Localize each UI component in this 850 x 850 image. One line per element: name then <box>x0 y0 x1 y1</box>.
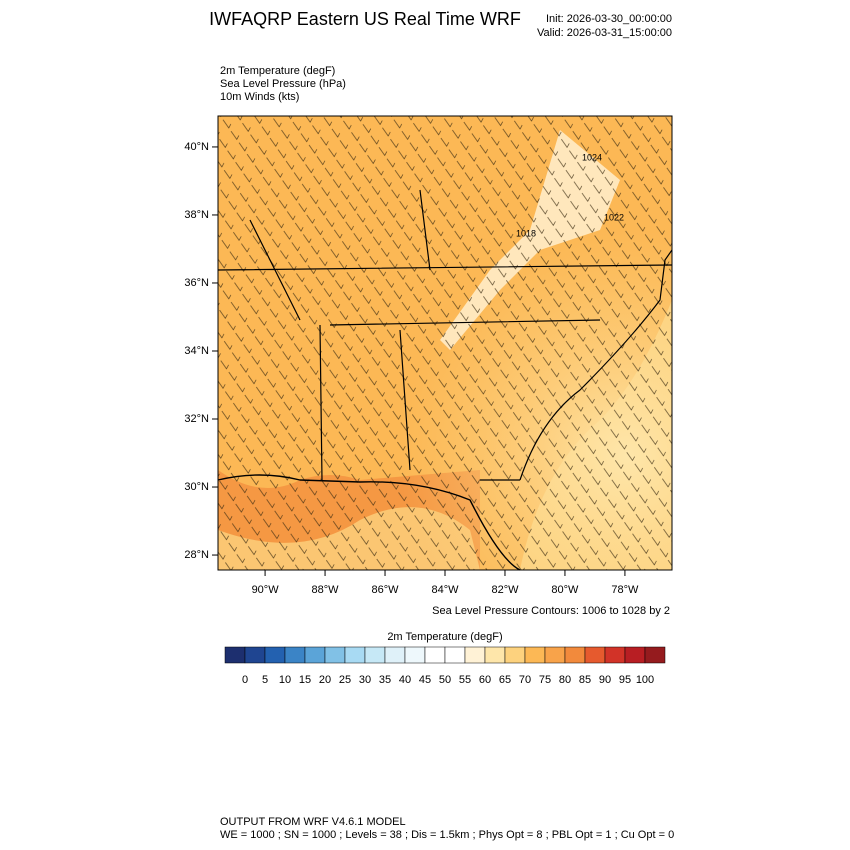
colorbar-tick-label: 70 <box>519 674 531 686</box>
colorbar-box <box>244 646 266 664</box>
field-label: 10m Winds (kts) <box>220 91 299 103</box>
init-time: Init: 2026-03-30_00:00:00 <box>546 13 672 25</box>
colorbar-tick-label: 55 <box>459 674 471 686</box>
colorbar-box <box>264 646 286 664</box>
lon-label: 90°W <box>252 584 280 596</box>
colorbar-tick-label: 65 <box>499 674 511 686</box>
colorbar-box <box>504 646 526 664</box>
footer-line: OUTPUT FROM WRF V4.6.1 MODEL <box>220 816 406 828</box>
lat-label: 34°N <box>184 345 209 357</box>
colorbar-tick-label: 100 <box>636 674 654 686</box>
colorbar-tick-label: 45 <box>419 674 431 686</box>
colorbar-box <box>404 646 426 664</box>
contour-note: Sea Level Pressure Contours: 1006 to 102… <box>432 605 670 617</box>
lat-label: 36°N <box>184 277 209 289</box>
colorbar-tick-label: 25 <box>339 674 351 686</box>
field-label: 2m Temperature (degF) <box>220 65 335 77</box>
lon-label: 80°W <box>551 584 579 596</box>
colorbar-box <box>524 646 546 664</box>
colorbar-tick-label: 90 <box>599 674 611 686</box>
contour-label: 1018 <box>516 228 536 238</box>
colorbar-box <box>324 646 346 664</box>
lat-label: 30°N <box>184 481 209 493</box>
colorbar-tick-label: 35 <box>379 674 391 686</box>
colorbar-tick-label: 30 <box>359 674 371 686</box>
colorbar-box <box>364 646 386 664</box>
colorbar-tick-label: 80 <box>559 674 571 686</box>
colorbar-tick-label: 85 <box>579 674 591 686</box>
colorbar-box <box>424 646 446 664</box>
contour-label: 1024 <box>582 152 602 162</box>
colorbar-box <box>624 646 646 664</box>
colorbar-tick-label: 50 <box>439 674 451 686</box>
lon-label: 78°W <box>611 584 639 596</box>
colorbar-box <box>644 646 666 664</box>
colorbar-tick-label: 15 <box>299 674 311 686</box>
colorbar-tick-label: 10 <box>279 674 291 686</box>
colorbar-box <box>604 646 626 664</box>
colorbar-title: 2m Temperature (degF) <box>387 631 502 643</box>
colorbar-tick-label: 40 <box>399 674 411 686</box>
lat-label: 40°N <box>184 141 209 153</box>
contour-label: 1022 <box>604 212 624 222</box>
lon-label: 88°W <box>312 584 340 596</box>
title: IWFAQRP Eastern US Real Time WRF <box>209 9 521 29</box>
colorbar-tick-label: 0 <box>242 674 248 686</box>
colorbar-tick-label: 5 <box>262 674 268 686</box>
colorbar-box <box>564 646 586 664</box>
lon-label: 82°W <box>491 584 519 596</box>
colorbar-box <box>444 646 466 664</box>
colorbar-tick-label: 60 <box>479 674 491 686</box>
valid-time: Valid: 2026-03-31_15:00:00 <box>537 27 672 39</box>
colorbar-box <box>544 646 566 664</box>
colorbar-tick-label: 95 <box>619 674 631 686</box>
field-label: Sea Level Pressure (hPa) <box>220 78 346 90</box>
colorbar-tick-label: 20 <box>319 674 331 686</box>
colorbar-tick-label: 75 <box>539 674 551 686</box>
lon-label: 84°W <box>431 584 459 596</box>
borders <box>217 189 673 571</box>
lat-label: 32°N <box>184 413 209 425</box>
colorbar-box <box>224 646 246 664</box>
colorbar-box <box>304 646 326 664</box>
lat-label: 38°N <box>184 209 209 221</box>
colorbar-box <box>384 646 406 664</box>
map: 1018 1022 1024 <box>217 115 673 571</box>
colorbar-box <box>584 646 606 664</box>
colorbar-box <box>484 646 506 664</box>
lon-label: 86°W <box>372 584 400 596</box>
colorbar-box <box>284 646 306 664</box>
footer-line: WE = 1000 ; SN = 1000 ; Levels = 38 ; Di… <box>220 829 674 841</box>
colorbar-box <box>464 646 486 664</box>
wind-barbs <box>218 116 672 570</box>
colorbar-box <box>344 646 366 664</box>
lat-label: 28°N <box>184 549 209 561</box>
